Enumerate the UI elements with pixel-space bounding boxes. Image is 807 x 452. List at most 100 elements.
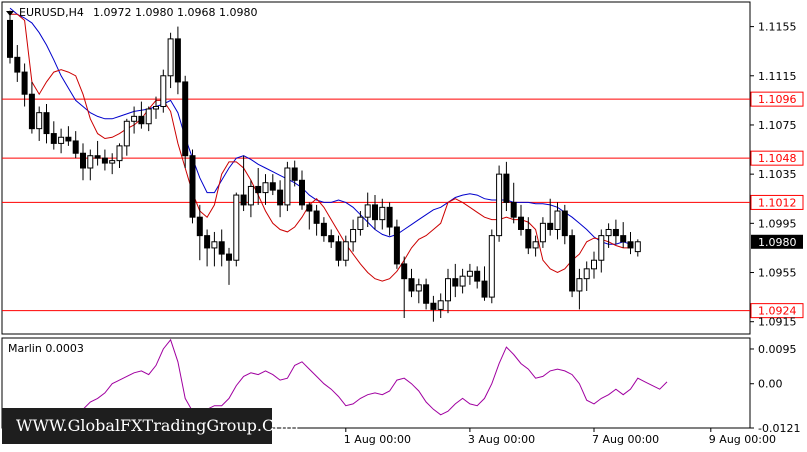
candle-body <box>7 19 13 58</box>
time-tick-label: 3 Aug 00:00 <box>468 433 535 446</box>
candle-body <box>50 133 57 144</box>
time-tick-label: 7 Aug 00:00 <box>592 433 659 446</box>
candle-body <box>415 284 422 292</box>
candle-body <box>612 228 619 237</box>
candle-body <box>328 235 335 243</box>
candle-body <box>627 241 634 249</box>
candle <box>386 202 393 236</box>
marlin-line <box>9 338 668 429</box>
candle-body <box>138 115 145 125</box>
candle-body <box>503 173 510 203</box>
candle <box>87 149 94 181</box>
candle <box>211 231 218 267</box>
candle-body <box>488 235 495 298</box>
price-tick-label: 1.1115 <box>758 70 797 83</box>
price-tick-label: 1.1155 <box>758 21 797 34</box>
candle-body <box>58 136 65 144</box>
candle-body <box>569 235 576 292</box>
candle-body <box>94 155 101 159</box>
candle <box>459 268 466 294</box>
collapse-arrow-icon[interactable] <box>6 11 14 16</box>
candle <box>94 140 101 166</box>
candle <box>65 126 72 146</box>
level-tag <box>750 91 804 107</box>
candle <box>7 10 13 64</box>
candle-body <box>430 302 437 310</box>
symbol-label: EURUSD,H4 <box>19 6 84 19</box>
candle <box>226 247 232 285</box>
candle-body <box>518 216 524 230</box>
candle <box>430 295 437 322</box>
horizontal-levels: 1.1096 1.1048 1.1012 1.0924 <box>2 91 804 319</box>
level-tag-label: 1.1096 <box>758 93 797 106</box>
candle-body <box>160 75 167 108</box>
candle <box>204 229 211 267</box>
candle <box>101 149 108 171</box>
candle <box>503 161 510 212</box>
candle <box>196 204 203 261</box>
candle-body <box>372 204 378 221</box>
candle <box>364 192 371 228</box>
candle <box>262 174 269 205</box>
time-tick-label: 9 Aug 00:00 <box>709 433 776 446</box>
candle-body <box>153 106 159 110</box>
candle <box>28 81 35 134</box>
candle <box>167 32 174 89</box>
price-tick-label: 1.0995 <box>758 217 797 230</box>
candle <box>583 261 590 291</box>
candle-body <box>299 179 305 206</box>
candle <box>496 165 503 242</box>
candle-body <box>189 155 196 218</box>
candle <box>233 192 240 267</box>
level-tag <box>750 194 804 210</box>
candle <box>328 229 335 248</box>
candle <box>539 217 546 248</box>
current-price-tag <box>751 234 803 249</box>
candle <box>474 266 481 289</box>
candle-body <box>496 173 503 237</box>
candle-body <box>204 235 211 249</box>
candle <box>408 268 415 298</box>
candle <box>14 45 21 82</box>
candle <box>627 231 634 255</box>
candle-body <box>401 263 408 280</box>
candle <box>145 106 152 132</box>
candle-body <box>109 160 116 164</box>
candle-body <box>182 81 189 157</box>
candle-body <box>174 38 181 83</box>
candle-body <box>72 140 79 154</box>
level-tag-label: 1.1048 <box>758 152 797 165</box>
candle-body <box>620 235 627 243</box>
candle-body <box>342 241 349 261</box>
candle-body <box>335 241 342 261</box>
candle <box>109 153 116 175</box>
price-axis: 1.1155 1.1115 1.1075 1.1035 1.0995 1.0955 1.09… <box>750 21 803 435</box>
candle <box>36 106 43 141</box>
level-tag-label: 1.0924 <box>758 305 797 318</box>
candle-body <box>196 216 203 237</box>
candle-body <box>255 185 262 194</box>
candle-body <box>423 284 430 304</box>
candle <box>634 239 641 257</box>
price-tick-label: 1.1035 <box>758 168 797 181</box>
candle-body <box>532 241 539 249</box>
candle-body <box>445 278 451 302</box>
indicator-label: Marlin 0.0003 <box>8 342 84 355</box>
candle-body <box>313 210 320 224</box>
candle-body <box>218 241 225 255</box>
candle <box>269 174 276 196</box>
candle-body <box>576 278 583 292</box>
candle-body <box>21 71 28 95</box>
candle-body <box>14 56 21 73</box>
candle <box>452 263 459 298</box>
watermark: WWW.GlobalFXTradingGroup.Com <box>2 408 299 444</box>
candle <box>445 268 451 314</box>
candle <box>525 217 532 255</box>
candle <box>50 121 57 150</box>
time-tick-label: 1 Aug 00:00 <box>344 433 411 446</box>
candle <box>123 118 130 156</box>
candle-body <box>262 182 269 194</box>
candle <box>58 128 65 154</box>
candle <box>532 235 539 257</box>
